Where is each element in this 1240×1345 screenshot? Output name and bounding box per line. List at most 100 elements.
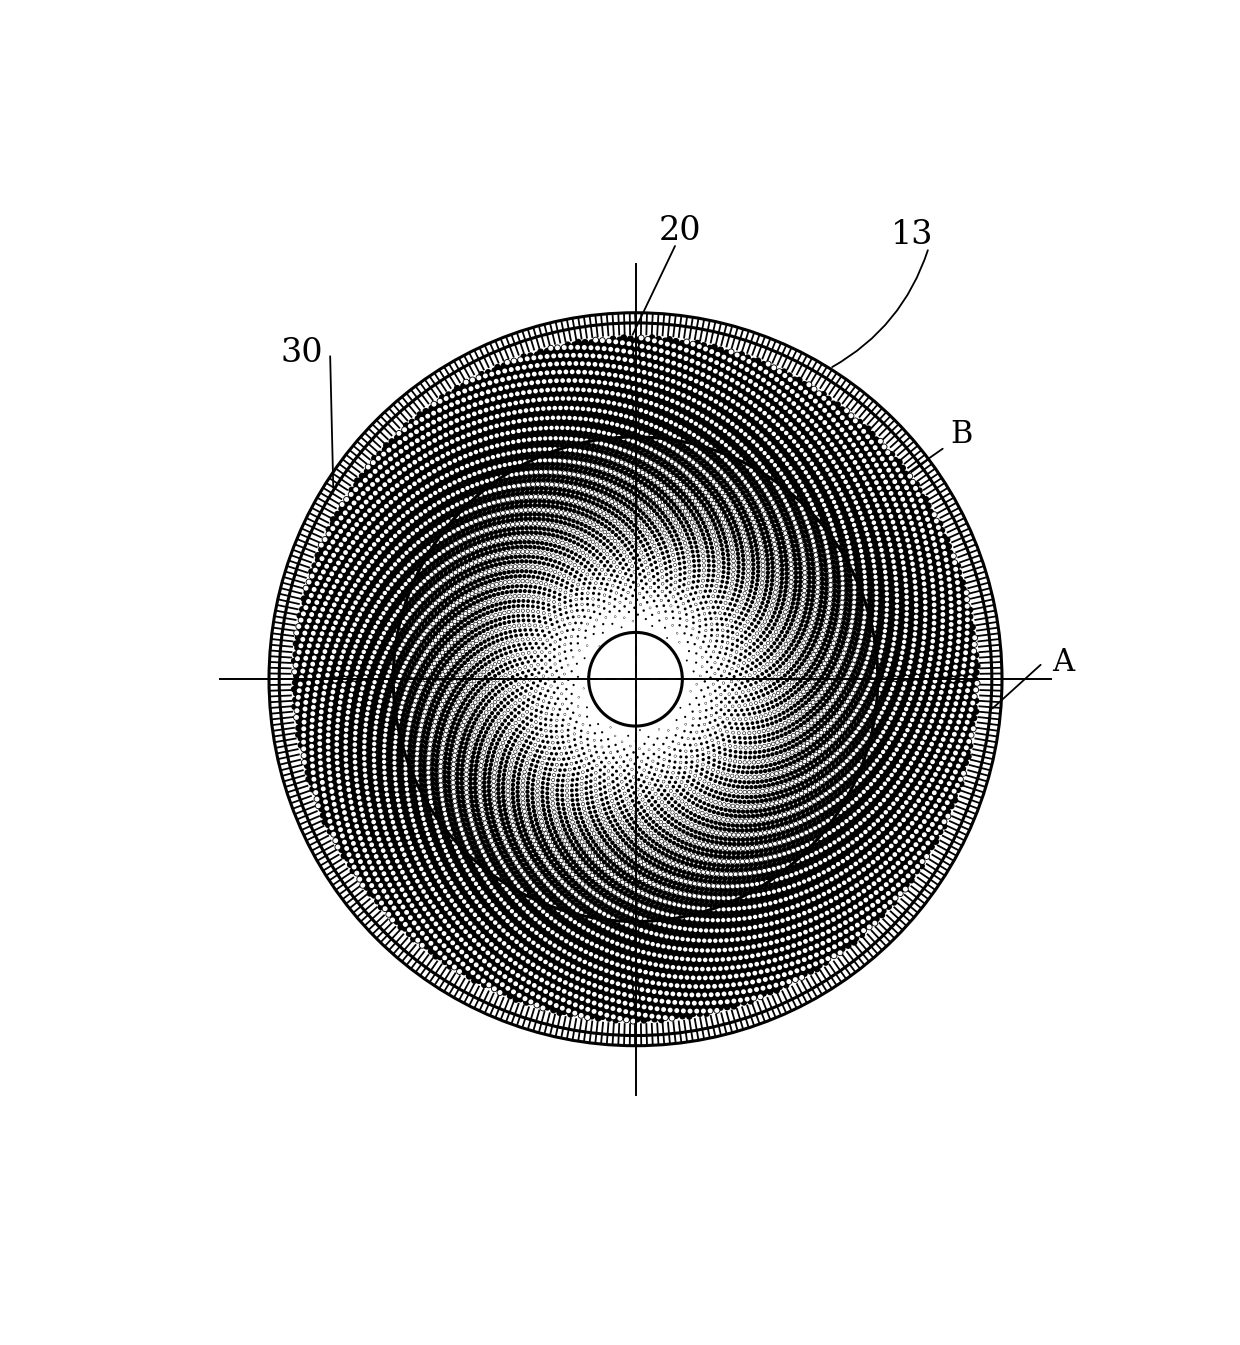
Point [578,359,598,381]
Point [546,607,565,628]
Point [304,761,324,783]
Point [471,790,491,811]
Point [780,580,800,601]
Point [615,760,635,781]
Point [683,916,703,937]
Point [773,900,792,921]
Point [368,865,388,886]
Point [414,624,434,646]
Point [894,733,914,755]
Point [367,706,387,728]
Point [583,901,603,923]
Point [904,482,924,503]
Point [764,959,784,981]
Point [833,742,853,764]
Point [880,810,900,831]
Point [835,627,854,648]
Point [582,819,601,841]
Point [309,600,329,621]
Point [361,736,381,757]
Point [905,623,925,644]
Point [774,776,794,798]
Point [614,542,634,564]
Point [786,862,806,884]
Point [455,432,475,453]
Point [823,729,843,751]
Point [770,445,790,467]
Point [856,572,875,593]
Point [584,406,604,428]
Point [780,405,800,426]
Point [593,998,613,1020]
Point [485,792,505,814]
Point [515,409,534,430]
Point [704,471,724,492]
Point [821,642,841,663]
Point [811,919,831,940]
Point [360,526,379,547]
Point [924,686,944,707]
Point [766,940,786,962]
Point [849,755,869,776]
Point [604,355,624,377]
Point [498,519,518,541]
Point [923,651,942,672]
Point [537,859,557,881]
Point [444,516,464,538]
Point [542,539,562,561]
Point [678,888,698,909]
Point [383,849,403,870]
Point [522,570,542,592]
Point [609,884,629,905]
Point [396,742,415,764]
Point [430,582,450,604]
Point [296,582,316,604]
Point [615,768,635,790]
Point [382,609,402,631]
Point [543,987,563,1009]
Point [548,469,568,491]
Point [393,518,413,539]
Point [923,827,942,849]
Point [801,539,821,561]
Point [898,835,918,857]
Point [787,799,807,820]
Point [326,773,346,795]
Point [732,931,751,952]
Point [861,757,880,779]
Point [563,702,583,724]
Point [910,820,930,842]
Point [465,808,485,830]
Point [552,721,572,742]
Point [446,498,466,519]
Point [733,872,753,893]
Point [792,434,812,456]
Point [371,690,391,712]
Point [779,842,799,863]
Point [866,746,885,768]
Point [420,518,440,539]
Point [403,810,423,831]
Point [737,534,756,555]
Point [562,379,582,401]
Point [405,660,425,682]
Point [764,759,784,780]
Point [460,929,480,951]
Point [459,677,479,698]
Point [749,884,769,905]
Point [379,717,399,738]
Point [880,849,900,870]
Point [755,705,775,726]
Point [742,659,761,681]
Point [901,531,921,553]
Point [492,433,512,455]
Point [587,534,606,555]
Point [641,404,661,425]
Point [298,651,317,672]
Point [768,815,787,837]
Point [435,625,455,647]
Point [781,783,801,804]
Point [789,904,808,925]
Point [347,639,367,660]
Point [432,674,451,695]
